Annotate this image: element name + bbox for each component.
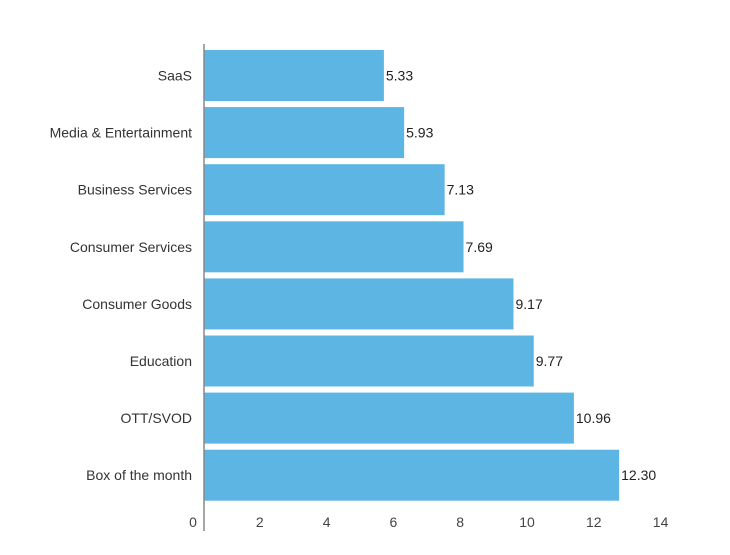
bar (204, 164, 445, 216)
bar (204, 221, 464, 273)
value-label: 12.30 (621, 467, 656, 483)
bar (204, 278, 514, 330)
value-label: 5.33 (386, 68, 413, 84)
x-tick-label: 0 (189, 514, 197, 530)
category-label: Education (130, 353, 192, 369)
category-label: OTT/SVOD (120, 410, 192, 426)
x-tick-label: 12 (586, 514, 602, 530)
category-label: Business Services (78, 182, 192, 198)
category-label: Consumer Goods (82, 296, 192, 312)
value-label: 5.93 (406, 125, 433, 141)
x-tick-label: 14 (653, 514, 669, 530)
x-tick-label: 10 (519, 514, 535, 530)
value-label: 10.96 (576, 410, 611, 426)
bars-group: SaaS 5.33 Media & Entertainment 5.93 Busines… (50, 50, 656, 501)
bar (204, 50, 384, 101)
value-label: 7.13 (447, 182, 474, 198)
bar (204, 449, 620, 501)
value-label: 9.77 (536, 353, 563, 369)
bar (204, 335, 534, 387)
bar (204, 392, 574, 444)
category-label: Consumer Services (70, 239, 192, 255)
x-tick-label: 2 (256, 514, 264, 530)
category-label: SaaS (158, 68, 192, 84)
x-axis-ticks: 0 2 4 6 8 10 12 14 (189, 514, 668, 530)
x-tick-label: 8 (456, 514, 464, 530)
category-label: Box of the month (86, 467, 192, 483)
value-label: 7.69 (466, 239, 493, 255)
bar (204, 107, 405, 159)
value-label: 9.17 (515, 296, 542, 312)
x-tick-label: 6 (390, 514, 398, 530)
x-tick-label: 4 (323, 514, 331, 530)
category-label: Media & Entertainment (50, 125, 193, 141)
